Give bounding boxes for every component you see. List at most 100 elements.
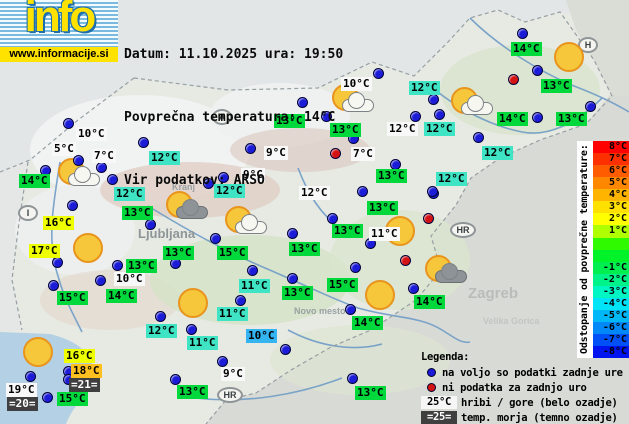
station-temp-label: 12°C bbox=[482, 146, 513, 160]
station-dot-available bbox=[138, 137, 149, 148]
station-temp-label: 14°C bbox=[19, 174, 50, 188]
station-dot-available bbox=[280, 344, 291, 355]
scale-band: -5°C bbox=[593, 309, 629, 322]
station-temp-label: 14°C bbox=[414, 295, 445, 309]
scale-band: 4°C bbox=[593, 189, 629, 202]
station-dot-available bbox=[373, 68, 384, 79]
station-dot-missing bbox=[508, 74, 519, 85]
scale-band: 5°C bbox=[593, 177, 629, 190]
station-dot-available bbox=[217, 356, 228, 367]
station-dot-missing bbox=[400, 255, 411, 266]
station-temp-label: 12°C bbox=[299, 186, 330, 200]
station-temp-label: 19°C bbox=[6, 383, 37, 397]
road-sign: H bbox=[578, 37, 598, 53]
station-dot-missing bbox=[423, 213, 434, 224]
station-temp-label: 12°C bbox=[214, 184, 245, 198]
station-temp-label: 11°C bbox=[187, 336, 218, 350]
date-line: Datum: 11.10.2025 ura: 19:50 bbox=[124, 47, 344, 62]
station-dot-available bbox=[345, 304, 356, 315]
station-temp-label: 12°C bbox=[114, 187, 145, 201]
station-dot-available bbox=[218, 172, 229, 183]
station-temp-label: 14°C bbox=[497, 112, 528, 126]
city-label: Zagreb bbox=[468, 285, 519, 302]
moon-gray-cloud-icon bbox=[423, 254, 469, 288]
station-temp-label: 16°C bbox=[64, 349, 95, 363]
station-dot-available bbox=[170, 374, 181, 385]
scale-title: Odstopanje od povprečne temperature: bbox=[579, 144, 590, 355]
station-dot-available bbox=[287, 273, 298, 284]
station-temp-label: 15°C bbox=[57, 392, 88, 406]
city-label: Novo mesto bbox=[294, 306, 346, 316]
station-dot-available bbox=[96, 162, 107, 173]
legend-item: =25= temp. morja (temno ozadje) bbox=[421, 410, 629, 424]
clear-night-icon bbox=[546, 40, 592, 74]
station-temp-label: 13°C bbox=[332, 224, 363, 238]
station-temp-label: 13°C bbox=[556, 112, 587, 126]
logo-stripes bbox=[0, 0, 118, 47]
scale-band: -2°C bbox=[593, 273, 629, 286]
road-sign: A bbox=[212, 109, 232, 125]
station-dot-available bbox=[532, 65, 543, 76]
station-temp-label: 10°C bbox=[246, 329, 277, 343]
station-dot-available bbox=[427, 186, 438, 197]
temperature-deviation-scale: Odstopanje od povprečne temperature: 8°C… bbox=[577, 141, 629, 359]
road-sign: I bbox=[18, 205, 38, 221]
station-temp-label: 13°C bbox=[163, 246, 194, 260]
station-dot-available bbox=[428, 94, 439, 105]
moon-cloud-icon bbox=[223, 205, 269, 239]
legend: Legenda: na voljo so podatki zadnje ure n… bbox=[421, 350, 629, 424]
station-temp-label: 16°C bbox=[43, 216, 74, 230]
station-dot-available bbox=[410, 111, 421, 122]
moon-gray-cloud-icon bbox=[164, 190, 210, 224]
scale-band: 3°C bbox=[593, 201, 629, 214]
legend-swatch: =25= bbox=[421, 411, 457, 424]
station-dot-available bbox=[350, 262, 361, 273]
info-logo[interactable]: info www.informacije.si bbox=[0, 0, 118, 62]
legend-item-label: ni podatka za zadnjo uro bbox=[442, 381, 587, 394]
station-temp-label: 13°C bbox=[177, 385, 208, 399]
scale-band bbox=[593, 237, 629, 250]
station-temp-label: 13°C bbox=[126, 259, 157, 273]
station-temp-label: 10°C bbox=[76, 127, 107, 141]
station-dot-available bbox=[107, 174, 118, 185]
station-temp-label: 14°C bbox=[106, 289, 137, 303]
station-dot-available bbox=[245, 143, 256, 154]
station-temp-label: 12°C bbox=[146, 324, 177, 338]
station-temp-label: 18°C bbox=[71, 364, 102, 378]
scale-band: 1°C bbox=[593, 225, 629, 238]
station-dot-available bbox=[155, 311, 166, 322]
station-temp-label: 9°C bbox=[264, 146, 288, 160]
map-header: Datum: 11.10.2025 ura: 19:50 Povprečna t… bbox=[124, 2, 343, 233]
station-temp-label: 10°C bbox=[341, 77, 372, 91]
road-sign: HR bbox=[217, 387, 243, 403]
scale-band: 6°C bbox=[593, 165, 629, 178]
city-label: Velika Gorica bbox=[483, 316, 540, 326]
scale-band: -7°C bbox=[593, 334, 629, 347]
city-label: Ljubljana bbox=[138, 226, 196, 241]
station-temp-label: 10°C bbox=[114, 272, 145, 286]
legend-dot-icon bbox=[427, 368, 436, 377]
station-dot-available bbox=[112, 260, 123, 271]
city-label: Kranj bbox=[172, 182, 196, 192]
station-temp-label: 13°C bbox=[376, 169, 407, 183]
station-temp-label: =21= bbox=[69, 378, 100, 392]
source-line: Vir podatkov: ARSO bbox=[124, 173, 265, 188]
logo-site-link[interactable]: www.informacije.si bbox=[0, 47, 118, 62]
station-dot-available bbox=[52, 257, 63, 268]
legend-title: Legenda: bbox=[421, 351, 470, 363]
station-dot-available bbox=[585, 101, 596, 112]
scale-band: -1°C bbox=[593, 261, 629, 274]
station-temp-label: 9°C bbox=[241, 168, 265, 182]
scale-band: -3°C bbox=[593, 285, 629, 298]
station-temp-label: 11°C bbox=[239, 279, 270, 293]
legend-dot-icon bbox=[427, 383, 436, 392]
legend-item: ni podatka za zadnjo uro bbox=[421, 380, 629, 395]
station-temp-label: 12°C bbox=[436, 172, 467, 186]
station-dot-missing bbox=[330, 148, 341, 159]
legend-item-label: temp. morja (temno ozadje) bbox=[461, 411, 618, 424]
moon-cloud-icon bbox=[449, 86, 495, 120]
station-dot-available bbox=[235, 295, 246, 306]
station-temp-label: 5°C bbox=[52, 142, 76, 156]
station-dot-available bbox=[73, 155, 84, 166]
